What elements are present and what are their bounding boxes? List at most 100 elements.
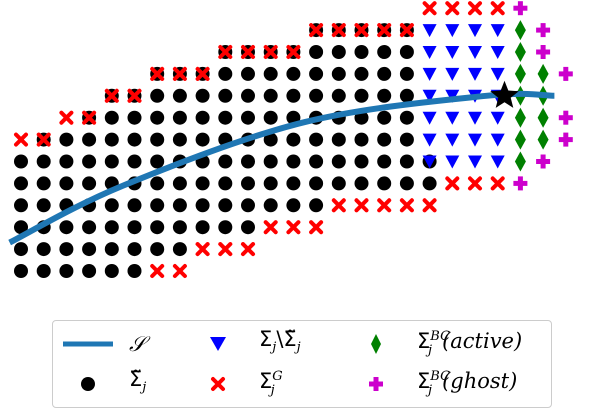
point-interior [263, 88, 278, 103]
point-interior [127, 220, 142, 235]
point-interior [59, 154, 74, 169]
point-fringe [263, 45, 278, 59]
point-fringe [445, 1, 460, 16]
point-fringe [309, 23, 324, 38]
point-interior [59, 132, 74, 147]
point-fringe [241, 45, 255, 59]
point-interior [331, 132, 346, 147]
point-bc_ghost [513, 176, 528, 191]
point-interior [377, 132, 392, 147]
point-interior [309, 198, 324, 213]
point-interior [82, 220, 97, 235]
point-interior [241, 198, 255, 213]
point-interior [104, 132, 119, 147]
point-boundary [445, 46, 460, 59]
legend-swatch-bc-active [371, 334, 381, 354]
point-interior [59, 220, 74, 235]
point-boundary [445, 111, 460, 125]
point-interior [354, 176, 369, 191]
point-fringe [331, 23, 346, 38]
point-interior [354, 88, 369, 103]
point-interior [195, 176, 210, 191]
point-fringe [468, 1, 482, 16]
point-interior [377, 45, 392, 59]
point-fringe [150, 66, 165, 81]
point-boundary [490, 67, 505, 81]
point-bc_ghost [536, 154, 551, 169]
point-interior [36, 198, 51, 213]
legend-swatch-bc-ghost [369, 377, 383, 391]
point-fringe [172, 66, 187, 81]
legend-label-bc-ghost: ΣBCj (ghost) [417, 369, 518, 398]
point-fringe [422, 198, 437, 213]
point-interior [36, 264, 51, 278]
point-interior [263, 198, 278, 213]
point-boundary [422, 89, 437, 103]
point-interior [309, 176, 324, 191]
point-bc_ghost [536, 23, 551, 38]
point-interior [195, 198, 210, 213]
point-boundary [422, 46, 437, 59]
point-interior [377, 88, 392, 103]
point-fringe [445, 176, 460, 191]
point-interior [172, 242, 187, 257]
point-interior [104, 264, 119, 278]
marks-layer [8, 1, 573, 278]
point-interior [241, 176, 255, 191]
point-interior [309, 88, 324, 103]
point-interior [150, 198, 165, 213]
legend-item-boundary: Σj\Σ̃j [191, 327, 301, 359]
legend-item-bc-ghost: ΣBCj (ghost) [349, 369, 517, 399]
point-interior [286, 132, 301, 147]
point-bc_active [514, 151, 526, 172]
point-bc_active [514, 20, 526, 41]
point-interior [172, 220, 187, 235]
point-interior [263, 66, 278, 81]
point-fringe [354, 198, 369, 213]
legend-label-interior: Σ̃j [129, 367, 147, 396]
point-fringe [104, 88, 119, 103]
point-interior [309, 66, 324, 81]
point-boundary [422, 111, 437, 125]
point-interior [150, 132, 165, 147]
point-interior [263, 132, 278, 147]
point-bc_ghost [558, 132, 573, 147]
legend-item-fringe: ΣGj [191, 369, 283, 399]
point-interior [172, 176, 187, 191]
point-interior [218, 88, 233, 103]
point-interior [82, 132, 97, 147]
point-boundary [445, 24, 460, 38]
point-boundary [468, 111, 482, 125]
point-fringe [399, 23, 414, 38]
point-boundary [468, 46, 482, 59]
point-interior [399, 132, 414, 147]
legend-swatch-fringe [211, 377, 225, 391]
point-interior [399, 110, 414, 125]
legend-item-interior: Σ̃j [61, 367, 146, 399]
point-interior [263, 176, 278, 191]
point-interior [14, 176, 28, 191]
point-interior [127, 132, 142, 147]
point-bc_active [537, 129, 549, 150]
point-interior [331, 45, 346, 59]
point-interior [218, 110, 233, 125]
point-interior [354, 154, 369, 169]
point-interior [127, 198, 142, 213]
point-fringe [377, 23, 392, 38]
point-fringe [82, 110, 97, 125]
point-interior [354, 66, 369, 81]
point-interior [286, 198, 301, 213]
point-interior [263, 110, 278, 125]
point-fringe [309, 220, 324, 235]
point-interior [309, 154, 324, 169]
point-interior [36, 242, 51, 257]
point-boundary [490, 155, 505, 169]
legend-label-fringe: ΣGj [259, 369, 283, 398]
point-boundary [490, 24, 505, 38]
point-interior [104, 242, 119, 257]
point-boundary [422, 133, 437, 147]
point-interior [218, 66, 233, 81]
point-interior [150, 176, 165, 191]
point-interior [14, 198, 28, 213]
point-interior [241, 88, 255, 103]
